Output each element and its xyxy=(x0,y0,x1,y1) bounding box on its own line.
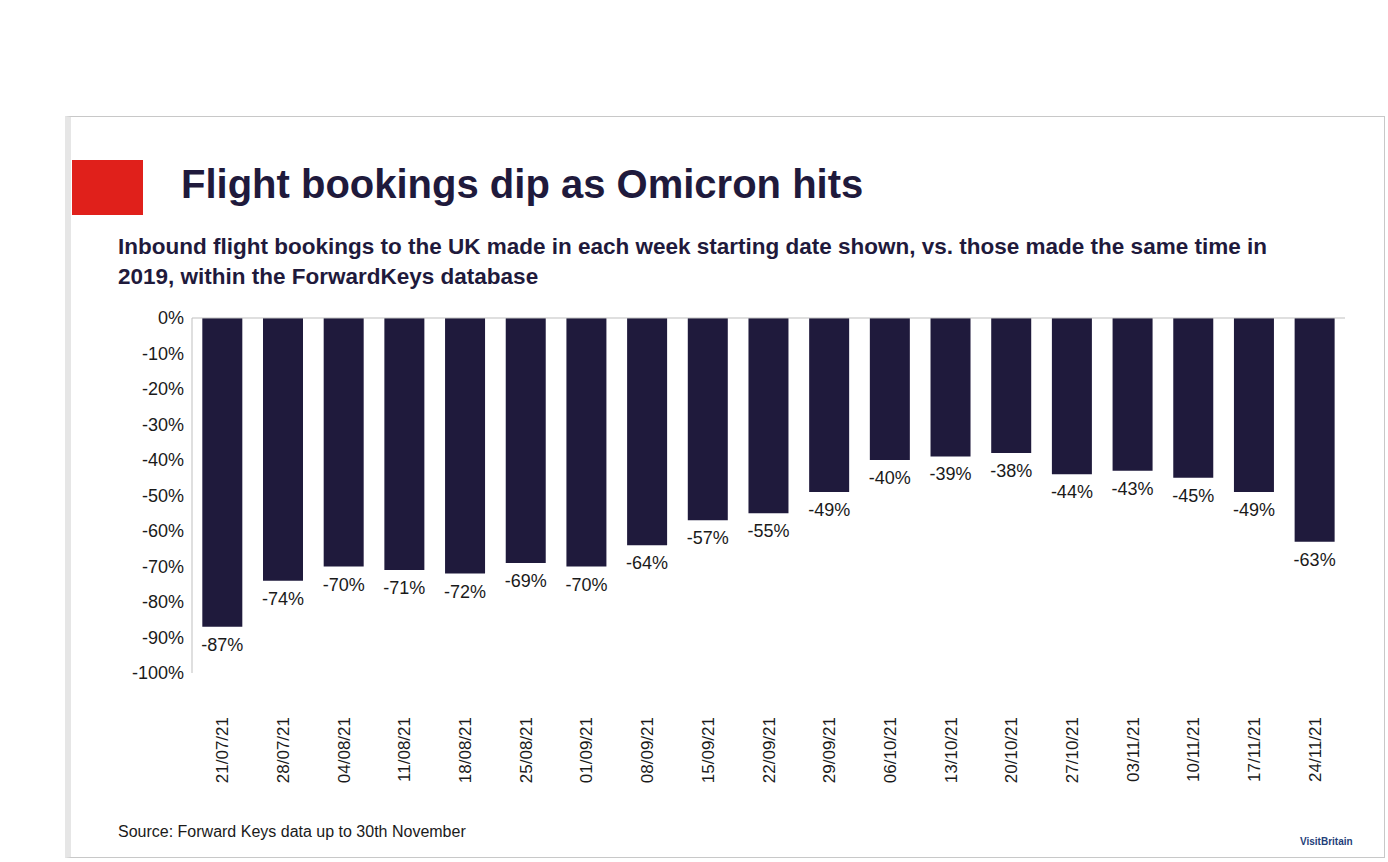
svg-text:-30%: -30% xyxy=(142,415,184,435)
html-text:Inbound flight bookings to the: Inbound flight bookings to the UK made i… xyxy=(118,234,1267,289)
svg-text:-80%: -80% xyxy=(142,592,184,612)
svg-text:22/09/21: 22/09/21 xyxy=(760,717,779,783)
svg-text:-45%: -45% xyxy=(1172,486,1214,506)
svg-text:13/10/21: 13/10/21 xyxy=(942,717,961,783)
svg-text:-100%: -100% xyxy=(132,663,184,683)
svg-text:29/09/21: 29/09/21 xyxy=(820,717,839,783)
svg-text:-64%: -64% xyxy=(626,553,668,573)
svg-text:04/08/21: 04/08/21 xyxy=(335,717,354,783)
svg-text:-72%: -72% xyxy=(444,582,486,602)
svg-text:08/09/21: 08/09/21 xyxy=(638,717,657,783)
svg-text:-71%: -71% xyxy=(383,578,425,598)
svg-text:24/11/21: 24/11/21 xyxy=(1306,717,1325,782)
svg-text:-87%: -87% xyxy=(201,635,243,655)
svg-text:06/10/21: 06/10/21 xyxy=(881,717,900,783)
svg-text:-60%: -60% xyxy=(142,521,184,541)
svg-text:-57%: -57% xyxy=(687,528,729,548)
svg-text:0%: 0% xyxy=(158,308,184,328)
svg-text:18/08/21: 18/08/21 xyxy=(456,717,475,783)
html-text:Flight bookings dip as Omicron: Flight bookings dip as Omicron hits xyxy=(181,162,864,206)
svg-text:11/08/21: 11/08/21 xyxy=(395,717,414,782)
svg-text:-40%: -40% xyxy=(869,468,911,488)
svg-text:28/07/21: 28/07/21 xyxy=(274,717,293,783)
svg-text:-49%: -49% xyxy=(1233,500,1275,520)
svg-text:-55%: -55% xyxy=(747,521,789,541)
svg-text:-90%: -90% xyxy=(142,628,184,648)
html-text:Source: Forward Keys data up t: Source: Forward Keys data up to 30th Nov… xyxy=(118,823,466,840)
svg-text:-40%: -40% xyxy=(142,450,184,470)
svg-text:21/07/21: 21/07/21 xyxy=(213,717,232,783)
svg-text:27/10/21: 27/10/21 xyxy=(1063,717,1082,783)
svg-text:03/11/21: 03/11/21 xyxy=(1124,717,1143,782)
svg-text:-69%: -69% xyxy=(505,571,547,591)
svg-text:-39%: -39% xyxy=(930,464,972,484)
svg-text:15/09/21: 15/09/21 xyxy=(699,717,718,783)
svg-text:-20%: -20% xyxy=(142,379,184,399)
svg-text:10/11/21: 10/11/21 xyxy=(1184,717,1203,782)
svg-text:-44%: -44% xyxy=(1051,482,1093,502)
svg-text:-70%: -70% xyxy=(323,575,365,595)
svg-text:25/08/21: 25/08/21 xyxy=(517,717,536,783)
svg-text:-38%: -38% xyxy=(990,461,1032,481)
svg-text:-70%: -70% xyxy=(142,557,184,577)
svg-text:-70%: -70% xyxy=(565,575,607,595)
svg-text:-74%: -74% xyxy=(262,589,304,609)
svg-text:01/09/21: 01/09/21 xyxy=(577,717,596,783)
svg-text:-10%: -10% xyxy=(142,344,184,364)
html-text:VisitBritain: VisitBritain xyxy=(1300,836,1353,847)
svg-text:-63%: -63% xyxy=(1294,550,1336,570)
svg-text:-43%: -43% xyxy=(1112,479,1154,499)
svg-text:-50%: -50% xyxy=(142,486,184,506)
svg-text:20/10/21: 20/10/21 xyxy=(1002,717,1021,783)
svg-text:-49%: -49% xyxy=(808,500,850,520)
svg-text:17/11/21: 17/11/21 xyxy=(1245,717,1264,782)
